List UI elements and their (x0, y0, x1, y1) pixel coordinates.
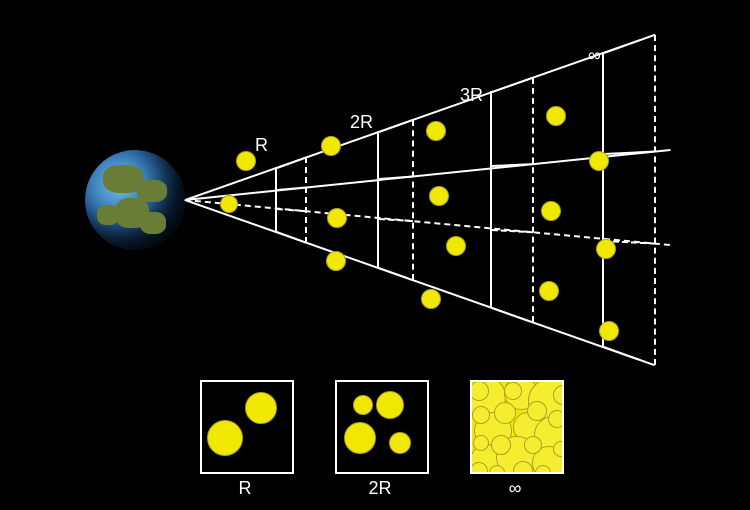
star-icon (353, 395, 373, 415)
star-icon (546, 106, 566, 126)
star-icon (535, 465, 551, 474)
star-icon (344, 422, 376, 454)
star-icon (527, 401, 547, 421)
diagram-line (379, 119, 414, 133)
diagram-dashed-line (532, 78, 534, 323)
olbers-diagram: R 2R 3R ∞ R 2R ∞ (0, 0, 750, 510)
diagram-dashed-line (654, 35, 656, 366)
diagram-line (491, 307, 533, 323)
star-icon (429, 186, 449, 206)
star-icon (513, 461, 533, 474)
star-icon (541, 201, 561, 221)
star-icon (245, 392, 277, 424)
star-icon (426, 121, 446, 141)
diagram-dashed-line (185, 199, 670, 246)
diagram-dashed-line (305, 157, 307, 242)
star-icon (553, 441, 564, 457)
star-icon (589, 151, 609, 171)
star-icon (489, 465, 505, 474)
diagram-line (604, 34, 656, 54)
diagram-dashed-line (412, 120, 414, 280)
star-icon (470, 462, 488, 474)
star-icon (446, 236, 466, 256)
star-icon (599, 321, 619, 341)
diagram-line (377, 131, 379, 267)
star-icon (220, 195, 238, 213)
diagram-line (277, 187, 306, 191)
diagram-label: 2R (350, 112, 373, 133)
diagram-line (379, 175, 413, 179)
diagram-line (277, 156, 307, 168)
diagram-label: 3R (460, 85, 483, 106)
star-icon (236, 151, 256, 171)
star-icon (207, 420, 243, 456)
earth-land (97, 205, 119, 225)
diagram-label: 2R (365, 478, 395, 499)
sky-panel (200, 380, 294, 474)
star-icon (596, 239, 616, 259)
diagram-label: R (255, 135, 268, 156)
diagram-dashed-line (492, 229, 533, 233)
diagram-line (603, 346, 655, 366)
star-icon (504, 382, 522, 400)
earth-icon (85, 150, 185, 250)
diagram-line (602, 52, 604, 346)
star-icon (472, 406, 490, 424)
star-icon (376, 391, 404, 419)
diagram-line (492, 77, 534, 93)
star-icon (389, 432, 411, 454)
star-icon (321, 136, 341, 156)
diagram-line (275, 167, 277, 231)
diagram-dashed-line (277, 208, 306, 212)
diagram-label: ∞ (500, 478, 530, 499)
diagram-line (276, 231, 306, 243)
star-icon (327, 208, 347, 228)
star-icon (524, 436, 542, 454)
star-icon (494, 402, 516, 424)
star-icon (539, 281, 559, 301)
diagram-label: R (230, 478, 260, 499)
sky-panel (335, 380, 429, 474)
diagram-dashed-line (379, 218, 413, 222)
star-icon (491, 435, 511, 455)
star-icon (548, 410, 564, 428)
star-icon (421, 289, 441, 309)
sky-panel (470, 380, 564, 474)
diagram-label: ∞ (588, 45, 601, 66)
star-icon (470, 381, 489, 401)
earth-land (140, 212, 166, 234)
diagram-line (378, 267, 413, 281)
diagram-line (490, 91, 492, 307)
star-icon (473, 435, 489, 451)
star-icon (326, 251, 346, 271)
